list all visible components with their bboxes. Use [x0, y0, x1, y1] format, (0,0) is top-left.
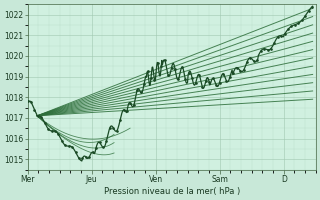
X-axis label: Pression niveau de la mer( hPa ): Pression niveau de la mer( hPa ) — [104, 187, 240, 196]
